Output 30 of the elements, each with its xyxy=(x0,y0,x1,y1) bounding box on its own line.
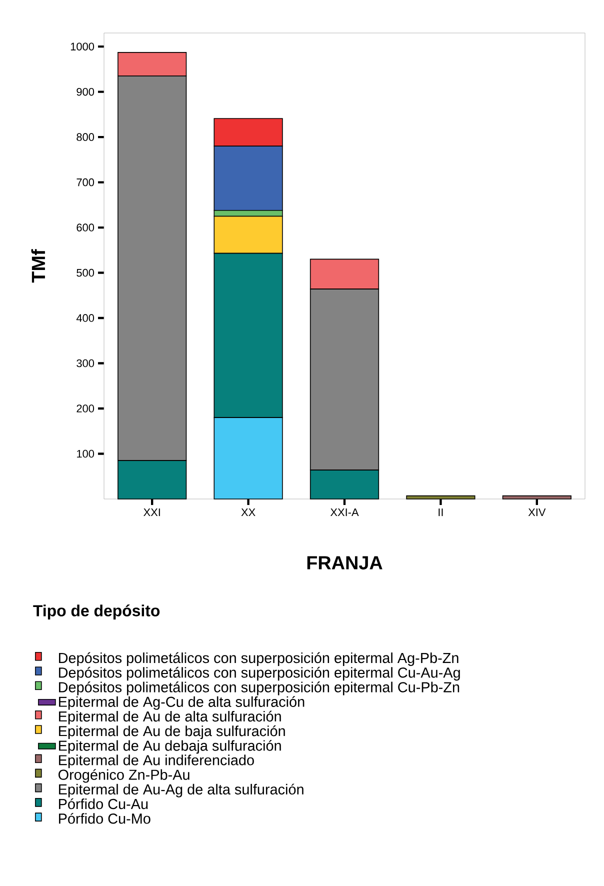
legend-label: Depósitos polimetálicos con superposición epitermal Cu-Au-Ag xyxy=(59,666,460,681)
y-tick-label: 500 xyxy=(76,268,94,277)
legend-label: Epitermal de Au debaja sulfuración xyxy=(59,740,281,754)
y-tick-label: 300 xyxy=(76,359,94,368)
legend-label: Epitermal de Au de baja sulfuración xyxy=(59,725,285,740)
legend-label: Depósitos polimetálicos con superposición epitermal Ag-Pb-Zn xyxy=(59,652,458,666)
x-tick-label: II xyxy=(438,508,443,516)
legend-label: Epitermal de Ag-Cu de alta sulfuración xyxy=(59,696,304,710)
legend-label: Pórfido Cu-Au xyxy=(59,798,148,810)
legend-label: Epitermal de Au-Ag de alta sulfuración xyxy=(59,784,304,798)
x-tick-label: XIV xyxy=(528,508,546,516)
y-tick-label: 400 xyxy=(76,314,94,322)
legend-label: Orogénico Zn-Pb-Au xyxy=(58,769,190,783)
x-tick-label: XXI-A xyxy=(330,508,359,516)
legend-label: Pórfido Cu-Mo xyxy=(59,812,150,824)
y-axis-title: TMf xyxy=(31,249,45,283)
legend-title: Tipo de depósito xyxy=(33,604,160,620)
legend-label: Depósitos polimetálicos con superposición epitermal Cu-Pb-Zn xyxy=(59,682,460,696)
y-tick-label: 200 xyxy=(76,404,94,412)
x-tick-label: XXI xyxy=(144,508,160,516)
y-tick-label: 600 xyxy=(76,224,94,232)
legend-label: Epitermal de Au indiferenciado xyxy=(59,754,254,768)
y-tick-label: 700 xyxy=(76,178,94,186)
y-tick-label: 100 xyxy=(77,450,94,458)
y-tick-label: 900 xyxy=(76,88,94,96)
y-tick-label: 1000 xyxy=(70,42,94,50)
x-axis-title: FRANJA xyxy=(307,556,382,570)
x-tick-label: XX xyxy=(241,508,256,516)
legend-label: Epitermal de Au de alta sulfuración xyxy=(59,710,281,724)
y-tick-label: 800 xyxy=(76,133,94,141)
